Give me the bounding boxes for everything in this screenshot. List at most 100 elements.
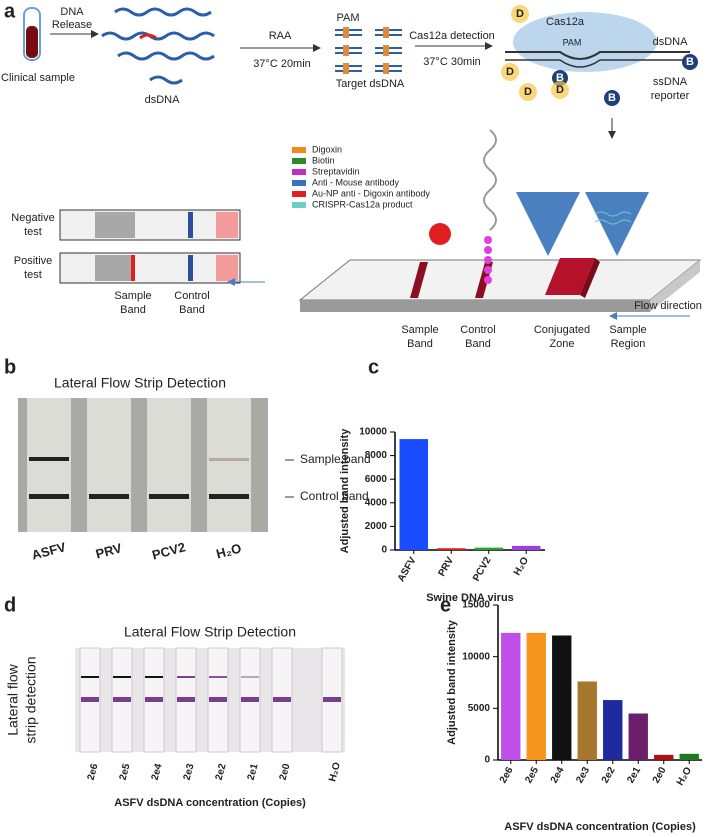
y-tick-label: 4000 [365, 497, 388, 508]
illustration-shape [298, 259, 702, 301]
x-tick-label: 2e4 [549, 765, 567, 785]
legend-label: Biotin [312, 155, 335, 165]
illustration-shape [484, 236, 492, 284]
label: dsDNA [145, 94, 181, 106]
sample-band [113, 676, 131, 678]
illustration-shape [484, 256, 492, 264]
reporter-d: D [524, 86, 532, 98]
illustration-shape [114, 7, 212, 17]
label: test [24, 269, 42, 281]
sample-band [209, 458, 249, 461]
strip-label: H₂O [215, 540, 243, 561]
bar [603, 700, 623, 760]
illustration-shape [131, 255, 135, 281]
sample-band [209, 676, 227, 678]
illustration-shape [383, 63, 389, 74]
panel-a: a Clinical sample DNA Release dsDNA RAA … [1, 0, 702, 350]
illustration-shape [483, 129, 497, 231]
illustration-shape [95, 255, 135, 281]
panel-title: Lateral Flow Strip Detection [54, 375, 226, 391]
x-tick-label: H₂O [675, 765, 694, 788]
label: Zone [549, 338, 574, 350]
illustration-shape [650, 260, 700, 312]
legend-label: Streptavidin [312, 166, 360, 176]
reporter-glow [511, 5, 529, 23]
label: Target dsDNA [336, 78, 405, 90]
sample-band [29, 457, 69, 461]
y-tick-label: 5000 [468, 703, 491, 714]
illustration-shape [343, 45, 349, 56]
bar [679, 753, 699, 760]
illustration-shape: 2e6 2e5 2e4 2e3 2e2 2e1 2e0 H₂O [79, 647, 343, 783]
illustration-shape [188, 212, 193, 238]
label: Conjugated [534, 324, 590, 336]
strip-label: PRV [94, 540, 124, 561]
illustration-shape [580, 258, 600, 298]
label: Sample [114, 290, 151, 302]
bar [552, 635, 572, 760]
label: 37°C 20min [253, 58, 311, 70]
label: dsDNA [653, 36, 689, 48]
illustration-shape [101, 7, 215, 85]
panel-letter: d [4, 594, 16, 616]
control-band [81, 697, 99, 702]
y-axis-label: Adjusted band intensity [339, 428, 351, 554]
x-tick-label: ASFV [396, 555, 419, 584]
label: DNA [60, 6, 84, 18]
control-band [241, 697, 259, 702]
y-tick-label: 15000 [462, 600, 490, 611]
label: Sample [609, 324, 646, 336]
illustration-shape [484, 276, 492, 284]
strip-label: 2e5 [118, 762, 133, 781]
control-band [89, 494, 129, 499]
bar [654, 754, 674, 760]
illustration-shape [149, 75, 183, 85]
legend-label: Digoxin [312, 144, 342, 154]
strip-label: 2e3 [182, 762, 197, 781]
illustration-shape [537, 209, 559, 231]
legend-icon [292, 158, 306, 164]
x-tick-label: 2e1 [625, 765, 643, 785]
reporter-b: B [556, 72, 564, 84]
label: Band [179, 304, 205, 316]
label: reporter [651, 90, 690, 102]
panel-letter: b [4, 356, 16, 378]
label: Release [52, 19, 92, 31]
x-tick-label: H₂O [512, 555, 531, 578]
label: Lateral flow [5, 663, 21, 735]
illustration-shape [484, 266, 492, 274]
illustration-shape [343, 27, 349, 38]
bar [437, 548, 466, 550]
legend-label: CRISPR-Cas12a product [312, 199, 413, 209]
control-band [149, 494, 189, 499]
legend-icon [292, 202, 306, 208]
x-axis-label: ASFV dsDNA concentration (Copies) [504, 821, 696, 833]
control-band [177, 697, 195, 702]
illustration-shape [484, 246, 492, 254]
reporter-d: D [516, 8, 524, 20]
label: Flow direction [634, 300, 702, 312]
panel-letter: a [4, 0, 16, 22]
reporter-glow [501, 63, 519, 81]
strip-label: ASFV [30, 539, 68, 563]
illustration-shape [139, 33, 157, 40]
y-tick-label: 8000 [365, 450, 388, 461]
reporter-b-bg [682, 54, 698, 70]
y-tick-label: 2000 [365, 521, 388, 532]
y-tick-label: 0 [381, 545, 387, 556]
strip [27, 398, 71, 532]
strip-label: PCV2 [150, 539, 187, 562]
sample-band [81, 676, 99, 678]
strip [87, 398, 131, 532]
label: Sample [401, 324, 438, 336]
illustration-shape [300, 300, 650, 312]
illustration-shape [383, 45, 389, 56]
illustration-shape [594, 211, 632, 225]
legend-icon [292, 147, 306, 153]
illustration-shape [545, 258, 595, 295]
label: Cas12a detection [409, 30, 495, 42]
illustration-shape [343, 63, 349, 74]
